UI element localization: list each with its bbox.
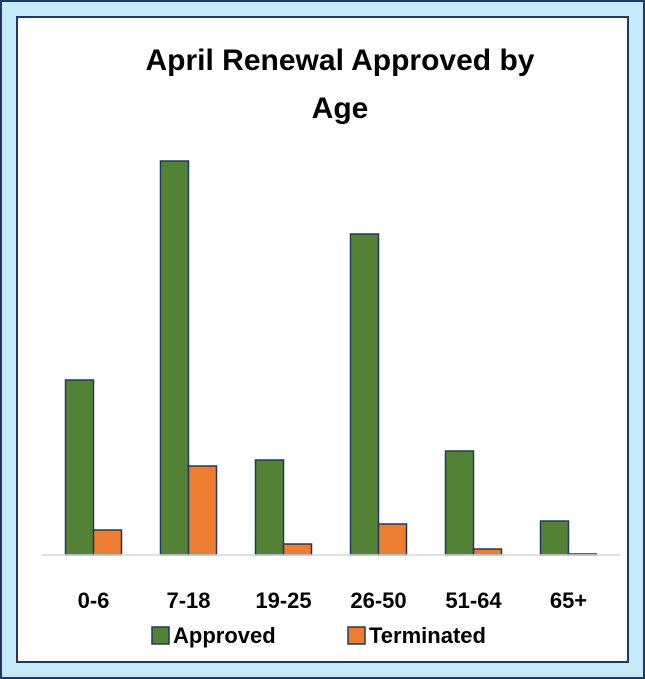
bar [444, 450, 475, 556]
bar [472, 548, 503, 556]
bar [282, 543, 313, 556]
chart-title: April Renewal Approved by Age [146, 44, 535, 125]
x-tick-label: 19-25 [255, 588, 311, 613]
x-tick-label: 7-18 [166, 588, 210, 613]
x-tick-label: 65+ [550, 588, 587, 613]
legend-label: Approved [173, 623, 276, 648]
bar [64, 379, 95, 556]
bar [187, 465, 218, 556]
legend-swatch [151, 626, 170, 645]
bar [377, 523, 408, 556]
legend-label: Terminated [369, 623, 486, 648]
x-tick-label: 0-6 [78, 588, 110, 613]
bar [159, 160, 190, 556]
bar [92, 529, 123, 556]
bar [539, 520, 570, 556]
x-tick-label: 51-64 [445, 588, 502, 613]
bar [254, 459, 285, 556]
legend-swatch [347, 626, 366, 645]
bar [349, 233, 380, 556]
x-tick-label: 26-50 [350, 588, 406, 613]
